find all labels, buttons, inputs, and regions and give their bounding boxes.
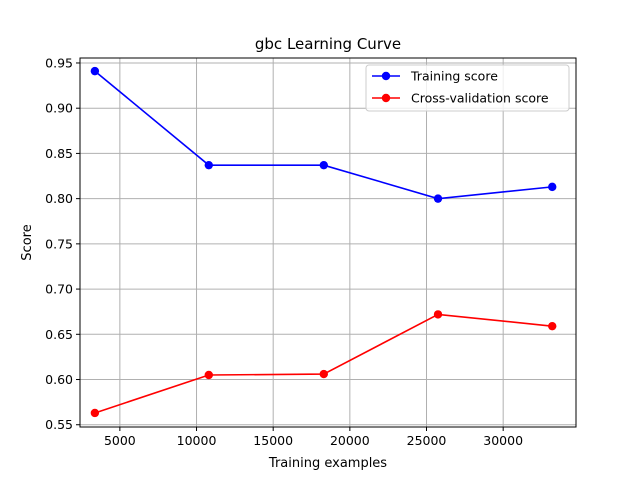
y-tick-label: 0.90 [45,101,73,116]
x-tick-label: 30000 [483,433,523,448]
ticks: 5000 10000 15000 20000 25000 30000 0.55 0.60 0.6… [45,55,523,448]
y-tick-label: 0.95 [45,55,73,70]
series-layer [90,66,557,418]
data-point [319,160,328,170]
data-point [548,182,557,192]
legend-swatch-marker [381,71,391,81]
data-point [204,370,213,380]
y-tick-label: 0.60 [45,372,73,387]
y-tick-label: 0.80 [45,191,73,206]
y-axis-label: Score [20,224,35,260]
series-line [94,313,553,414]
legend-label: Cross-validation score [411,91,549,106]
data-point [433,310,443,319]
legend-swatch-marker [381,93,391,103]
data-point [90,66,100,76]
legend-box [365,64,570,112]
x-tick-label: 5000 [104,433,136,448]
data-point [319,369,328,379]
x-tick-label: 15000 [253,433,293,448]
y-tick-label: 0.65 [45,327,73,342]
y-tick-label: 0.55 [45,417,73,432]
plot-frame [79,57,577,428]
x-tick-label: 20000 [330,433,370,448]
legend-label: Training score [410,69,498,84]
y-tick-label: 0.75 [45,236,73,251]
data-point [90,408,100,418]
chart-title: gbc Learning Curve [255,35,401,53]
x-tick-label: 10000 [177,433,217,448]
y-tick-label: 0.70 [45,282,73,297]
legend: Training score Cross-validation score [365,64,570,112]
data-point [204,160,213,170]
x-axis-label: Training examples [268,456,387,471]
data-point [548,321,557,331]
y-tick-label: 0.85 [45,146,73,161]
data-point [433,194,443,203]
x-tick-label: 25000 [407,433,447,448]
